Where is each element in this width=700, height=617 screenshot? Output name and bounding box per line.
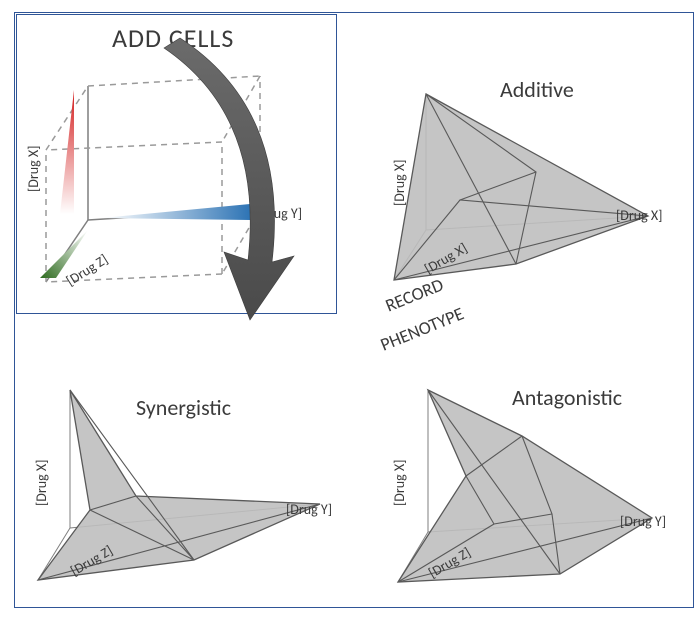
svg-text:[Drug Y]: [Drug Y] — [620, 513, 666, 530]
svg-text:[Drug Y]: [Drug Y] — [286, 501, 332, 518]
svg-text:[Drug X]: [Drug X] — [33, 460, 50, 506]
svg-text:[Drug X]: [Drug X] — [391, 460, 408, 506]
synergistic-svg: [Drug X][Drug Y][Drug Z] — [30, 346, 360, 596]
antagonistic-svg: [Drug X][Drug Y][Drug Z] — [388, 346, 688, 596]
svg-text:[Drug X]: [Drug X] — [391, 160, 408, 206]
additive-svg: [Drug X][Drug X][Drug X] — [388, 42, 688, 292]
svg-text:[Drug X]: [Drug X] — [616, 207, 662, 224]
arrow-svg — [150, 30, 350, 340]
svg-text:[Drug X]: [Drug X] — [25, 146, 42, 192]
